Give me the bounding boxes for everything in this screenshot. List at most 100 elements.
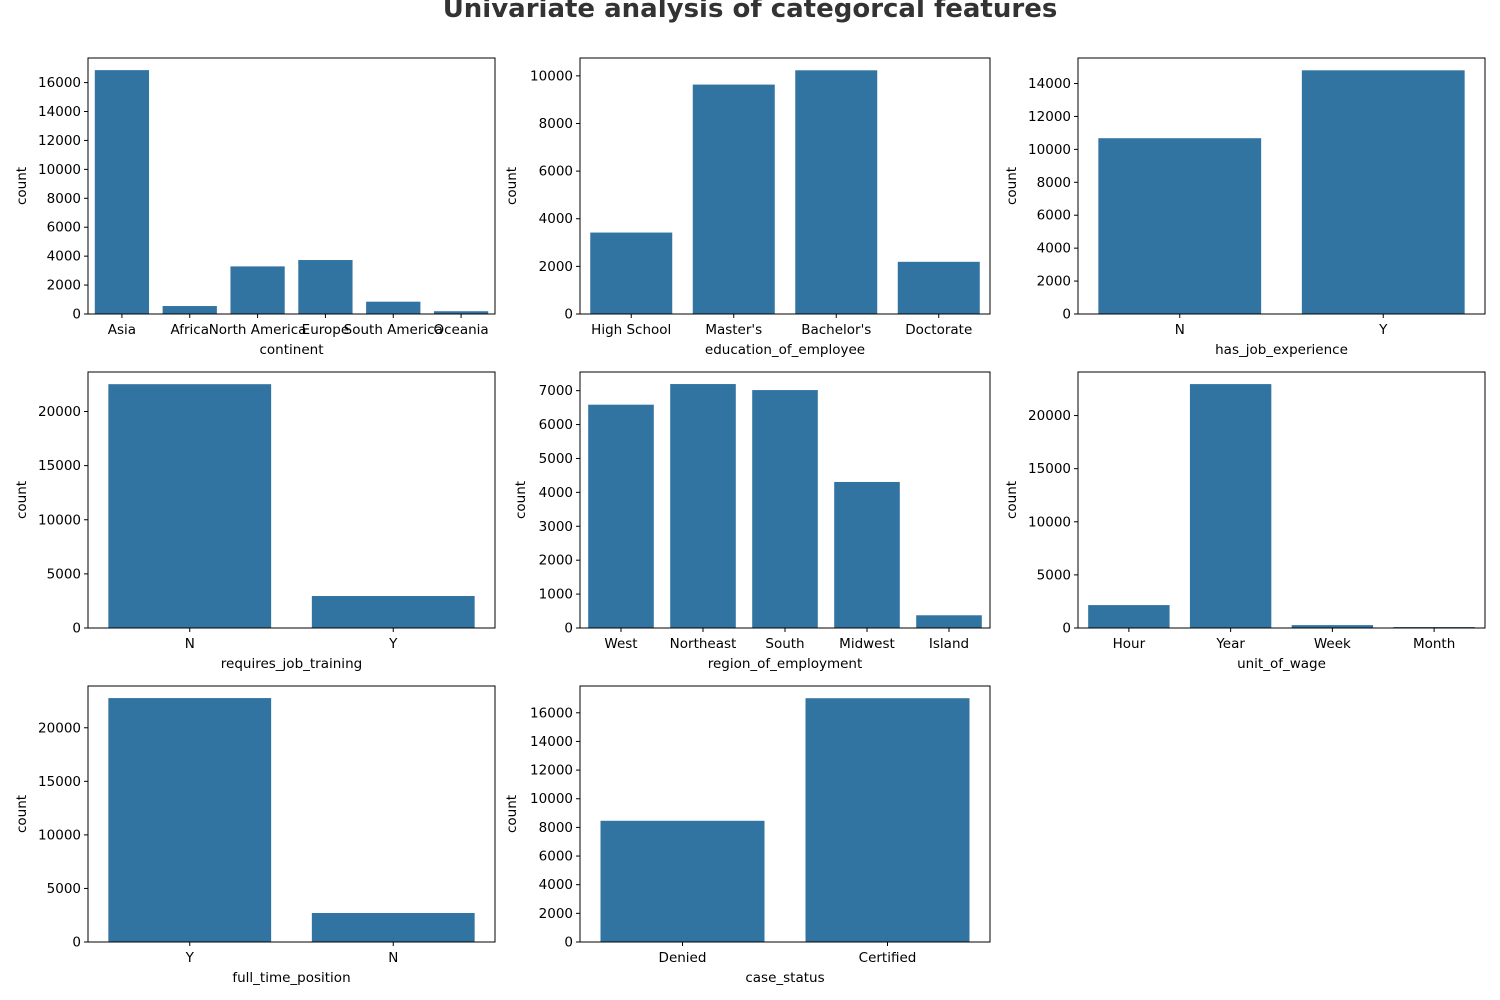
y-tick-label: 10000 [1028,142,1071,158]
x-tick-label: Denied [659,950,707,966]
bar[interactable] [834,481,900,628]
x-tick-label: Master's [705,322,762,338]
y-tick-label: 5000 [1037,567,1071,583]
x-tick-label: N [185,636,195,652]
bar[interactable] [433,311,489,314]
x-tick-label: N [1175,322,1185,338]
y-tick-label: 5000 [47,566,81,582]
axes-frame [87,685,496,943]
subplot: 0 1000 2000 3000 4000 5000 6000 7000 West Northea… [513,371,991,672]
x-tick-label: West [604,636,637,652]
y-axis-label: count [1004,481,1020,519]
subplot: 0 5000 10000 15000 20000 N Yrequires_job_train… [14,371,496,672]
y-tick-label: 0 [72,621,81,637]
y-tick-label: 2000 [539,553,573,569]
bar[interactable] [916,615,982,628]
x-axis-label: requires_job_training [221,656,362,672]
y-tick-label: 4000 [539,485,573,501]
y-tick-label: 10000 [38,827,81,843]
x-tick-label: South [765,636,804,652]
bar[interactable] [1301,70,1465,314]
x-tick-label: Africa [170,322,209,338]
y-tick-label: 3000 [539,519,573,535]
bar[interactable] [311,913,475,942]
x-tick-label: Month [1413,636,1455,652]
axes-frame [579,685,991,943]
bar[interactable] [1291,625,1374,628]
y-tick-label: 0 [72,307,81,323]
y-tick-label: 0 [72,935,81,951]
bar[interactable] [298,260,353,314]
bar[interactable] [897,261,980,314]
bar[interactable] [590,232,673,314]
y-tick-label: 5000 [47,881,81,897]
y-tick-label: 2000 [539,259,573,275]
bar[interactable] [1189,384,1272,628]
y-tick-label: 5000 [539,451,573,467]
bar[interactable] [311,596,475,628]
y-tick-label: 7000 [539,383,573,399]
bar[interactable] [600,820,765,942]
x-axis-label: case_status [745,970,824,986]
y-tick-label: 6000 [539,849,573,865]
y-tick-label: 10000 [38,512,81,528]
y-tick-label: 6000 [539,164,573,180]
bar[interactable] [670,384,736,628]
y-tick-label: 8000 [539,820,573,836]
y-tick-label: 4000 [47,249,81,265]
subplot: 0 5000 10000 15000 20000 Y Nfull_time_position… [14,685,496,986]
axes-frame [1077,371,1486,629]
x-tick-label: Year [1215,636,1245,652]
y-axis-label: count [504,795,520,833]
x-axis-label: has_job_experience [1215,342,1348,358]
bar[interactable] [795,70,878,314]
axes-frame [87,57,496,315]
bar[interactable] [805,698,970,942]
y-tick-label: 6000 [47,220,81,236]
y-axis-label: count [513,481,529,519]
y-tick-label: 0 [1062,307,1071,323]
bar[interactable] [1098,138,1262,314]
bar[interactable] [1088,605,1170,628]
x-tick-label: South America [344,322,443,338]
y-tick-label: 6000 [539,417,573,433]
y-tick-label: 0 [1062,621,1071,637]
y-axis-label: count [1004,167,1020,205]
x-tick-label: Asia [108,322,136,338]
bar[interactable] [752,390,818,628]
axes-frame [579,57,991,315]
y-tick-label: 15000 [38,458,81,474]
y-tick-label: 12000 [1028,109,1071,125]
y-tick-label: 10000 [530,68,573,84]
y-axis-label: count [14,167,30,205]
y-tick-label: 4000 [539,211,573,227]
x-axis-label: region_of_employment [708,656,863,672]
bar[interactable] [108,384,272,628]
bar[interactable] [588,404,654,628]
x-tick-label: Y [1378,322,1388,338]
y-tick-label: 20000 [1028,408,1071,424]
bar[interactable] [162,306,217,314]
x-tick-label: Week [1314,636,1351,652]
x-tick-label: Northeast [670,636,737,652]
y-tick-label: 2000 [1037,274,1071,290]
y-tick-label: 1000 [539,587,573,603]
subplot: 0 2000 4000 6000 8000 10000 12000 14000 N Yhas_jo… [1004,57,1486,358]
subplot: 0 2000 4000 6000 8000 10000 12000 14000 16000 Asi… [14,57,496,358]
y-axis-label: count [14,795,30,833]
bar[interactable] [94,70,150,314]
bar[interactable] [692,84,775,314]
x-tick-label: Europe [302,322,349,338]
bar[interactable] [230,266,285,314]
bar[interactable] [108,698,272,942]
x-tick-label: Hour [1113,636,1146,652]
axes-frame [1077,57,1486,315]
x-tick-label: Certified [859,950,917,966]
x-tick-label: Doctorate [905,322,972,338]
y-tick-label: 14000 [530,734,573,750]
bar[interactable] [366,301,421,314]
x-tick-label: Y [185,950,195,966]
y-tick-label: 15000 [38,774,81,790]
y-tick-label: 2000 [539,906,573,922]
